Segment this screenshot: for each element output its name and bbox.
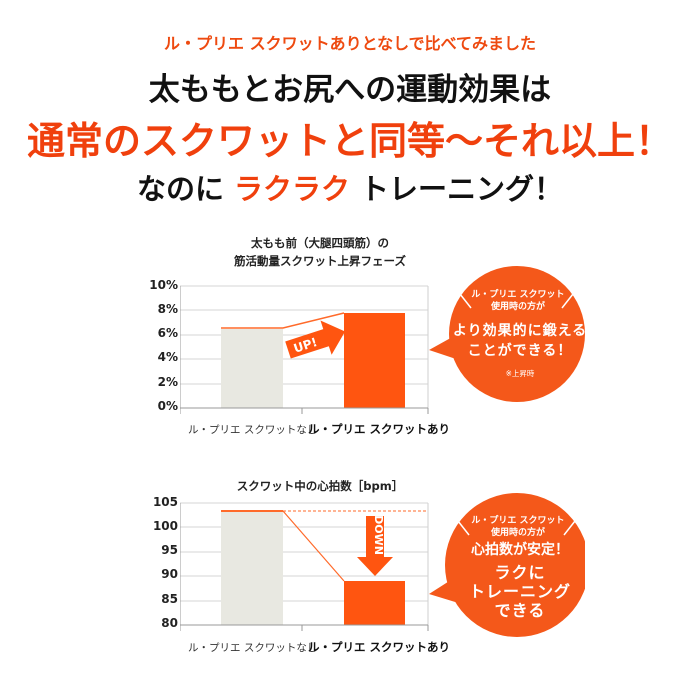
chart2-bar-with [344, 581, 405, 625]
chart2-plot: DOWN [180, 502, 429, 631]
chart1-ytick: 10% [149, 278, 178, 292]
chart2-title: スクワット中の心拍数［bpm］ [236, 479, 404, 493]
chart2-xlabel-with: ル・プリエ スクワットあり [308, 640, 451, 654]
chart1-title-line1: 太もも前（大腿四頭筋）の [251, 236, 389, 250]
chart2-ytick: 80 [161, 616, 178, 630]
chart2-xlabel-without: ル・プリエ スクワットなし [188, 642, 318, 654]
chart1-xlabel-without: ル・プリエ スクワットなし [188, 424, 318, 436]
chart1-ytick: 2% [157, 375, 178, 389]
chart1-bar-without [221, 329, 283, 408]
headline-line-1: 太ももとお尻への運動効果は [148, 72, 552, 108]
chart2-bubble-headline: 心拍数が安定！ [471, 542, 569, 558]
chart1-ytick: 4% [157, 350, 178, 364]
chart2-ytick: 85 [161, 592, 178, 606]
bubble-main-line: ラクに [494, 563, 546, 582]
bubble-main-line: できる [494, 601, 546, 620]
chart2-ytick: 100 [152, 519, 178, 533]
bubble-main-line: より効果的に鍛える [452, 323, 588, 339]
chart1-ytick: 8% [157, 302, 178, 316]
chart1-bar-with [344, 313, 405, 408]
headline-line-3-accent: ラクラク [233, 172, 350, 206]
bubble-small-line: ル・プリエ スクワット [471, 516, 565, 526]
chart1-ytick: 6% [157, 326, 178, 340]
bubble-small-line: ル・プリエ スクワット [471, 290, 565, 300]
chart2-bubble-small: ル・プリエ スクワット 使用時の方が [460, 515, 576, 539]
bubble-small-line: 使用時の方が [490, 302, 545, 312]
bubble-small-line: 使用時の方が [490, 528, 545, 538]
chart2-ytick: 90 [161, 567, 178, 581]
up-arrow-icon: UP! [285, 320, 346, 359]
chart2-speech-bubble [429, 493, 585, 637]
headline-line-3-post: トレーニング！ [360, 172, 564, 206]
chart1-bubble-note: ※上昇時 [505, 369, 535, 378]
headline-line-2: 通常のスクワットと同等〜それ以上！ [26, 119, 673, 163]
chart1-xlabel-with: ル・プリエ スクワットあり [308, 422, 451, 436]
chart1-bubble-small: ル・プリエ スクワット 使用時の方が [460, 289, 576, 313]
bubble-main-line: ことができる！ [467, 343, 573, 359]
bubble-main-line: トレーニング [468, 582, 571, 601]
chart2-ytick: 95 [161, 543, 178, 557]
chart2-bar-without [221, 511, 283, 625]
chart1-bubble-main: より効果的に鍛える ことができる！ [445, 321, 595, 361]
chart1-title: 太もも前（大腿四頭筋）の 筋活動量スクワット上昇フェーズ [170, 234, 470, 270]
chart2-bubble-main: ラクに トレーニング できる [445, 563, 595, 620]
chart1-plot: UP! [180, 285, 429, 414]
down-arrow-icon: DOWN [357, 515, 393, 576]
headline-line-3-pre: なのに [136, 172, 224, 206]
headline-line-3: なのに ラクラク トレーニング！ [0, 166, 700, 208]
chart1-title-line2: 筋活動量スクワット上昇フェーズ [234, 254, 406, 268]
svg-text:DOWN: DOWN [372, 515, 385, 555]
chart1-ytick: 0% [157, 399, 178, 413]
chart2-ytick: 105 [152, 495, 178, 509]
subheading: ル・プリエ スクワットありとなしで比べてみました [164, 34, 536, 53]
chart1-speech-bubble [429, 266, 585, 402]
